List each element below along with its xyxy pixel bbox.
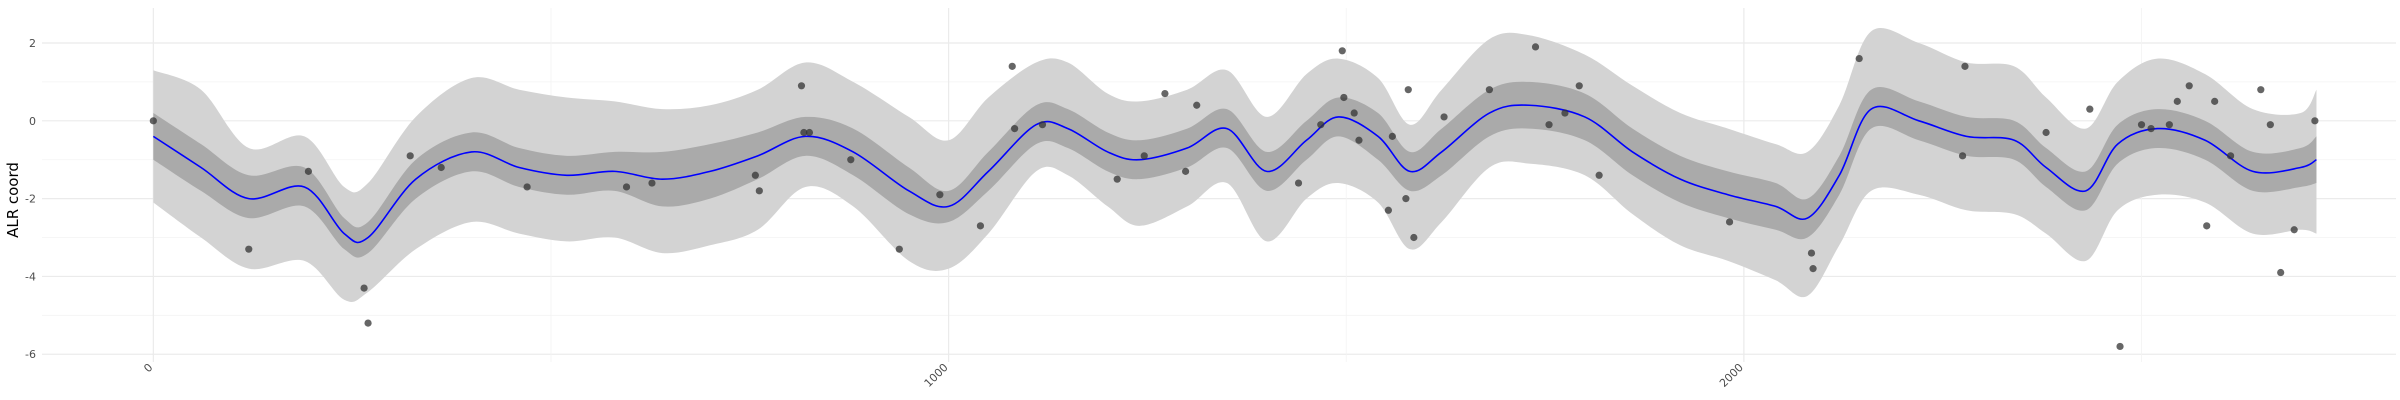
y-tick-label: -4 [25, 270, 36, 283]
y-tick-label: -6 [25, 348, 36, 361]
data-point [2165, 121, 2173, 129]
data-point [2042, 128, 2050, 137]
data-point [2173, 97, 2181, 105]
data-point [1725, 218, 1734, 226]
data-point [2257, 86, 2265, 94]
data-point [1410, 233, 1418, 242]
data-point [2185, 82, 2193, 90]
y-tick-labels: -6 -4 -2 0 2 [25, 37, 36, 361]
data-point [1440, 113, 1448, 121]
data-point [1113, 175, 1121, 183]
data-point [936, 191, 944, 199]
fit-line [152, 104, 2317, 244]
data-point [755, 187, 763, 195]
x-tick-labels: 0 1000 2000 [141, 361, 1746, 390]
data-point [2203, 222, 2211, 230]
data-point [1404, 86, 1412, 94]
data-point [805, 128, 814, 137]
data-point [1338, 47, 1346, 55]
data-point [1011, 124, 1019, 133]
data-point [976, 222, 985, 230]
y-axis-title: ALR coord [4, 162, 22, 238]
data-point [1193, 101, 1201, 109]
data-point [364, 319, 372, 327]
data-point [1809, 265, 1817, 273]
data-point [304, 167, 313, 175]
data-point [437, 163, 445, 172]
data-point [1008, 62, 1016, 70]
data-point [1531, 43, 1540, 51]
data-point [2226, 152, 2235, 160]
outer-interval-band [153, 28, 2317, 302]
data-point [1384, 206, 1392, 214]
data-point [1350, 109, 1358, 117]
data-point [800, 128, 808, 137]
data-points [149, 43, 2319, 351]
data-point [2290, 226, 2298, 234]
data-point [1161, 89, 1169, 98]
data-point [2086, 105, 2094, 113]
data-point [2211, 97, 2219, 105]
data-point [1355, 136, 1363, 144]
data-point [2266, 121, 2274, 129]
data-point [1294, 179, 1303, 187]
data-point [648, 179, 656, 187]
data-point [1961, 62, 1969, 70]
data-point [2116, 342, 2124, 351]
data-point [2137, 121, 2146, 129]
data-point [1140, 152, 1148, 160]
data-point [2147, 124, 2155, 133]
data-point [797, 82, 806, 90]
data-point [360, 284, 368, 292]
data-point [523, 183, 531, 191]
data-point [1388, 132, 1396, 140]
x-tick-label: 0 [141, 361, 155, 375]
x-tick-label: 2000 [1717, 361, 1746, 390]
inner-interval-band [153, 81, 2317, 258]
data-point [622, 183, 631, 191]
data-point [847, 156, 855, 164]
data-point [2311, 117, 2319, 125]
data-point [2277, 268, 2285, 277]
data-point [1855, 54, 1863, 63]
data-point [149, 117, 157, 125]
x-tick-label: 1000 [922, 361, 951, 390]
data-point [1807, 249, 1816, 257]
data-point [1038, 121, 1047, 129]
data-point [1402, 195, 1410, 203]
data-point [1340, 93, 1348, 102]
data-point [1561, 109, 1569, 117]
data-point [245, 245, 253, 253]
y-tick-label: -2 [25, 193, 36, 206]
data-point [1575, 82, 1583, 90]
y-tick-label: 0 [29, 115, 36, 128]
data-point [751, 171, 759, 179]
data-point [1485, 86, 1493, 94]
data-point [1958, 152, 1967, 160]
data-point [1181, 167, 1190, 175]
data-point [406, 152, 414, 160]
data-point [1545, 121, 1553, 129]
data-point [1595, 171, 1603, 179]
y-tick-label: 2 [29, 37, 36, 50]
data-point [1317, 121, 1325, 129]
data-point [895, 245, 903, 253]
